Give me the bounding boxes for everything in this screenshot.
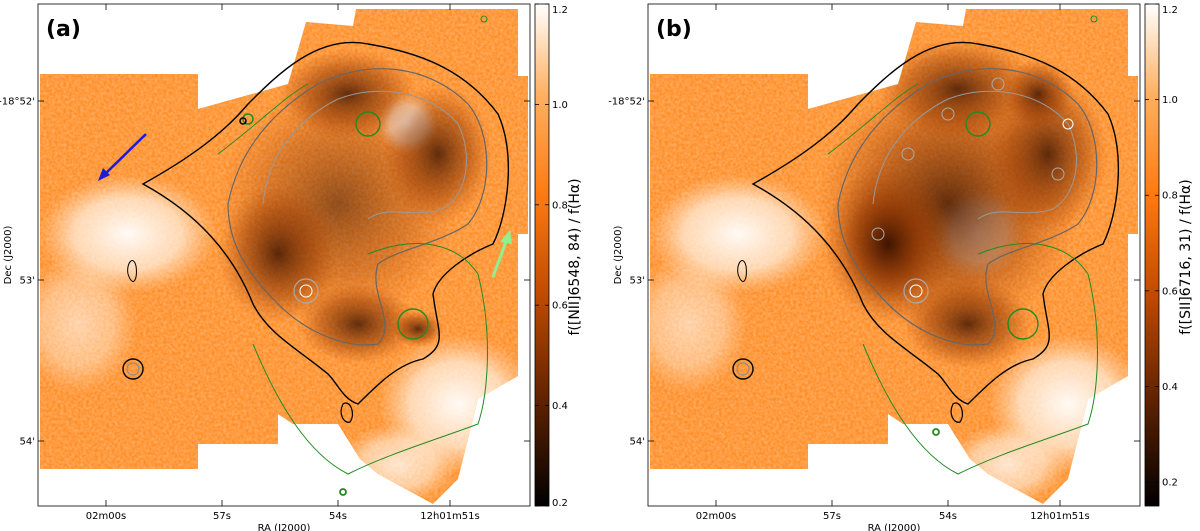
contours: [122, 15, 510, 496]
colorbar-tick-label: 0.2: [1162, 478, 1178, 489]
axis-ticks: 02m00s 57s 54s 12h01m51s -18°52' 53' 54' RA (J2…: [0, 4, 530, 531]
colorbar-tick-label: 0.8: [552, 200, 568, 211]
panel-a: (a) 02m00s 57s 54s 12h01m51s -18°52' 53' 54' RA…: [0, 3, 531, 531]
x-tick-label: 12h01m51s: [1030, 511, 1089, 522]
panel-label: (a): [46, 17, 81, 42]
colorbar-gradient: [1144, 3, 1160, 507]
x-tick-label: 12h01m51s: [420, 511, 479, 522]
emission-map: [40, 9, 528, 504]
panel-b: (b) 02m00s 57s 54s 12h01m51s -18°52' 53' 54' RA…: [608, 3, 1141, 531]
y-axis-label: Dec (J2000): [613, 226, 624, 285]
colorbar-gradient: [534, 3, 550, 507]
annotation-arrows: [98, 133, 512, 278]
x-axis-label: RA (J2000): [868, 523, 921, 531]
colorbar-tick-label: 1.0: [552, 100, 568, 111]
y-tick-label: -18°52': [0, 97, 35, 108]
colorbar-tick-label: 0.8: [1162, 191, 1178, 202]
x-tick-label: 57s: [823, 511, 841, 522]
x-tick-label: 57s: [213, 511, 231, 522]
colorbar-ticks: 1.2 1.0 0.8 0.6 0.4 0.2: [1145, 3, 1178, 489]
x-tick-label: 02m00s: [86, 511, 126, 522]
x-tick-label: 02m00s: [696, 511, 736, 522]
colorbar-tick-label: 1.0: [1162, 95, 1178, 106]
colorbar-b: 1.2 1.0 0.8 0.6 0.4 0.2: [1144, 3, 1178, 507]
x-tick-label: 54s: [939, 511, 957, 522]
colorbar-tick-label: 0.4: [1162, 382, 1178, 393]
colorbar-tick-label: 0.6: [552, 301, 568, 312]
colorbar-tick-label: 0.4: [552, 401, 568, 412]
colorbar-label: f([SII]6716, 31) / f(Hα): [1178, 179, 1194, 335]
emission-map: [650, 9, 1138, 504]
x-axis-label: RA (J2000): [258, 523, 311, 531]
y-tick-label: 54': [20, 437, 35, 448]
blue-arrow: [102, 133, 147, 177]
colorbar-tick-label: 1.2: [552, 5, 568, 16]
contours: [732, 15, 1120, 475]
colorbar-a: 1.2 1.0 0.8 0.6 0.4 0.2 f([NII]6548, 84) / f(…: [534, 3, 583, 509]
colorbar-ticks: 1.2 1.0 0.8 0.6 0.4 0.2: [535, 3, 568, 509]
axis-ticks: 02m00s 57s 54s 12h01m51s -18°52' 53' 54' RA (J2…: [608, 4, 1140, 531]
colorbar-label: f([NII]6548, 84) / f(Hα): [567, 178, 583, 335]
panel-label: (b): [656, 17, 692, 42]
colorbar-tick-label: 1.2: [1162, 5, 1178, 16]
y-axis-label: Dec (J2000): [3, 226, 14, 285]
y-tick-label: -18°52': [608, 97, 645, 108]
colorbar-tick-label: 0.2: [552, 498, 568, 509]
y-tick-label: 53': [630, 276, 645, 287]
x-tick-label: 54s: [329, 511, 347, 522]
colorbar-tick-label: 0.6: [1162, 286, 1178, 297]
y-tick-label: 53': [20, 276, 35, 287]
y-tick-label: 54': [630, 437, 645, 448]
